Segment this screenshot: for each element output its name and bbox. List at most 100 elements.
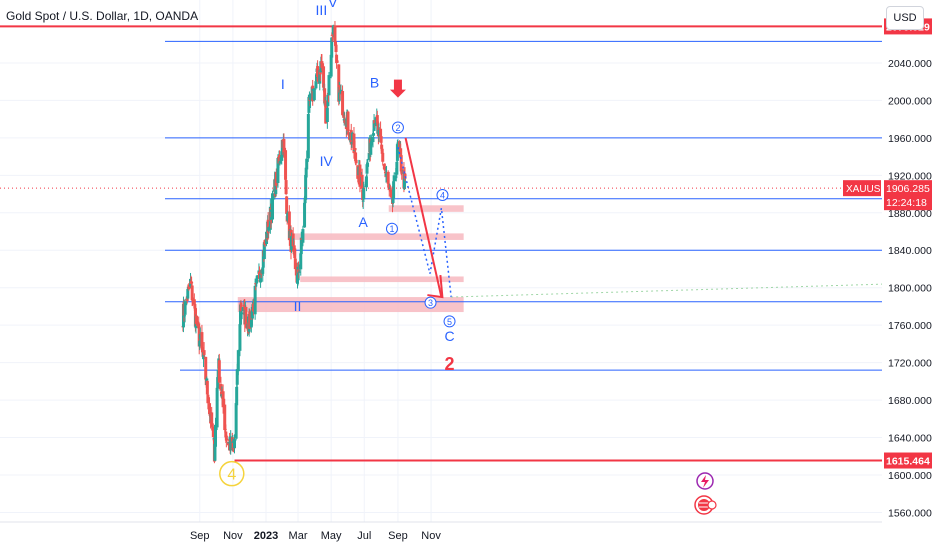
candle-body: [398, 141, 402, 151]
candle-body: [274, 172, 278, 186]
candle-body: [204, 356, 208, 380]
candle-body: [402, 173, 406, 190]
candle-body: [236, 350, 240, 372]
candle-body: [364, 176, 368, 188]
candle-body: [369, 142, 373, 155]
candle-body: [312, 88, 316, 101]
candle-body: [392, 175, 396, 182]
wave-circle: [424, 296, 437, 309]
candle-body: [212, 438, 216, 440]
candle-body: [284, 180, 288, 195]
symbol-tag: [843, 180, 881, 197]
candle-body: [255, 278, 259, 283]
candle-body: [224, 435, 228, 441]
price-tick-label: 1760.000: [888, 320, 932, 332]
candle-body: [334, 41, 338, 46]
last-price-label: 1906.285: [886, 183, 930, 195]
candle-body: [373, 120, 377, 124]
candle-body: [387, 185, 391, 189]
candle-body: [386, 171, 390, 184]
candle-body: [325, 108, 329, 123]
candle-body: [330, 34, 334, 36]
candle-body: [399, 148, 403, 156]
candle-body: [399, 155, 403, 172]
candle-body: [403, 173, 407, 179]
candle-body: [320, 61, 324, 68]
candle-body: [327, 75, 331, 96]
candle-body: [229, 436, 233, 451]
wave-circle: [385, 222, 398, 235]
candle-body: [238, 324, 242, 351]
candle-body: [202, 350, 206, 356]
candle-body: [333, 25, 337, 43]
candle-body: [366, 162, 370, 167]
candle-body: [293, 248, 297, 259]
wave-circle-label: 1: [389, 224, 394, 234]
candle-body: [381, 152, 385, 162]
time-tick-label: Mar: [289, 530, 308, 542]
price-tick-label: 1840.000: [888, 245, 932, 257]
candle-body: [395, 144, 399, 161]
forecast-arrow-shaft: [404, 137, 443, 298]
candle-body: [248, 311, 252, 329]
candle-body: [307, 96, 311, 113]
candle-body: [266, 219, 270, 234]
candle-body: [190, 285, 194, 301]
candle-body: [318, 69, 322, 84]
candle-body: [221, 391, 225, 408]
candle-body: [382, 164, 386, 170]
candle-body: [304, 174, 308, 200]
candle-body: [183, 301, 187, 315]
candle-body: [259, 273, 263, 275]
candle-body: [380, 144, 384, 149]
wave-circle: [391, 121, 404, 134]
last-price-tag: [884, 180, 932, 211]
candle-body: [379, 136, 383, 143]
candle-body: [376, 122, 380, 127]
candle-body: [187, 284, 191, 290]
horizontal-levels: [0, 25, 882, 462]
candle-body: [223, 404, 227, 431]
candle-body: [347, 132, 351, 135]
wave-label: 2: [445, 354, 455, 374]
candle-body: [380, 148, 384, 154]
candle-body: [198, 334, 202, 339]
countdown-label: 12:24:18: [886, 197, 927, 209]
wave-label: C: [444, 328, 454, 344]
chart-event-icons: [694, 472, 717, 515]
time-tick-label: May: [321, 530, 342, 542]
wave-label: A: [359, 214, 369, 230]
candle-body: [375, 115, 379, 123]
price-tick-label: 1720.000: [888, 358, 932, 370]
candle-body: [261, 267, 265, 274]
candle-body: [186, 289, 190, 299]
candle-body: [252, 303, 256, 312]
candle-body: [338, 85, 342, 93]
candle-body: [196, 321, 200, 323]
candle-body: [200, 332, 204, 349]
candle-body: [297, 271, 301, 273]
forecast-arrow-head: [427, 274, 444, 299]
flag-icon[interactable]: [694, 495, 717, 515]
candle-body: [339, 89, 343, 94]
candle-body: [259, 273, 263, 283]
wave-circle-label: 2: [395, 123, 400, 133]
candle-body: [383, 171, 387, 174]
price-zone: [293, 233, 464, 240]
candle-body: [202, 352, 206, 360]
candle-body: [280, 151, 284, 161]
resistance-zones: [237, 205, 464, 313]
price-tick-label: 1560.000: [888, 507, 932, 519]
candle-body: [286, 212, 290, 221]
price-tick-label: 2000.000: [888, 95, 932, 107]
price-tick-label: 1960.000: [888, 133, 932, 145]
currency-button[interactable]: USD: [886, 6, 924, 30]
candle-body: [350, 142, 354, 144]
candle-body: [390, 189, 394, 198]
candle-body: [326, 94, 330, 107]
candle-body: [200, 347, 204, 353]
lightning-icon[interactable]: [696, 472, 714, 490]
candle-body: [322, 66, 326, 88]
candle-body: [309, 93, 313, 101]
